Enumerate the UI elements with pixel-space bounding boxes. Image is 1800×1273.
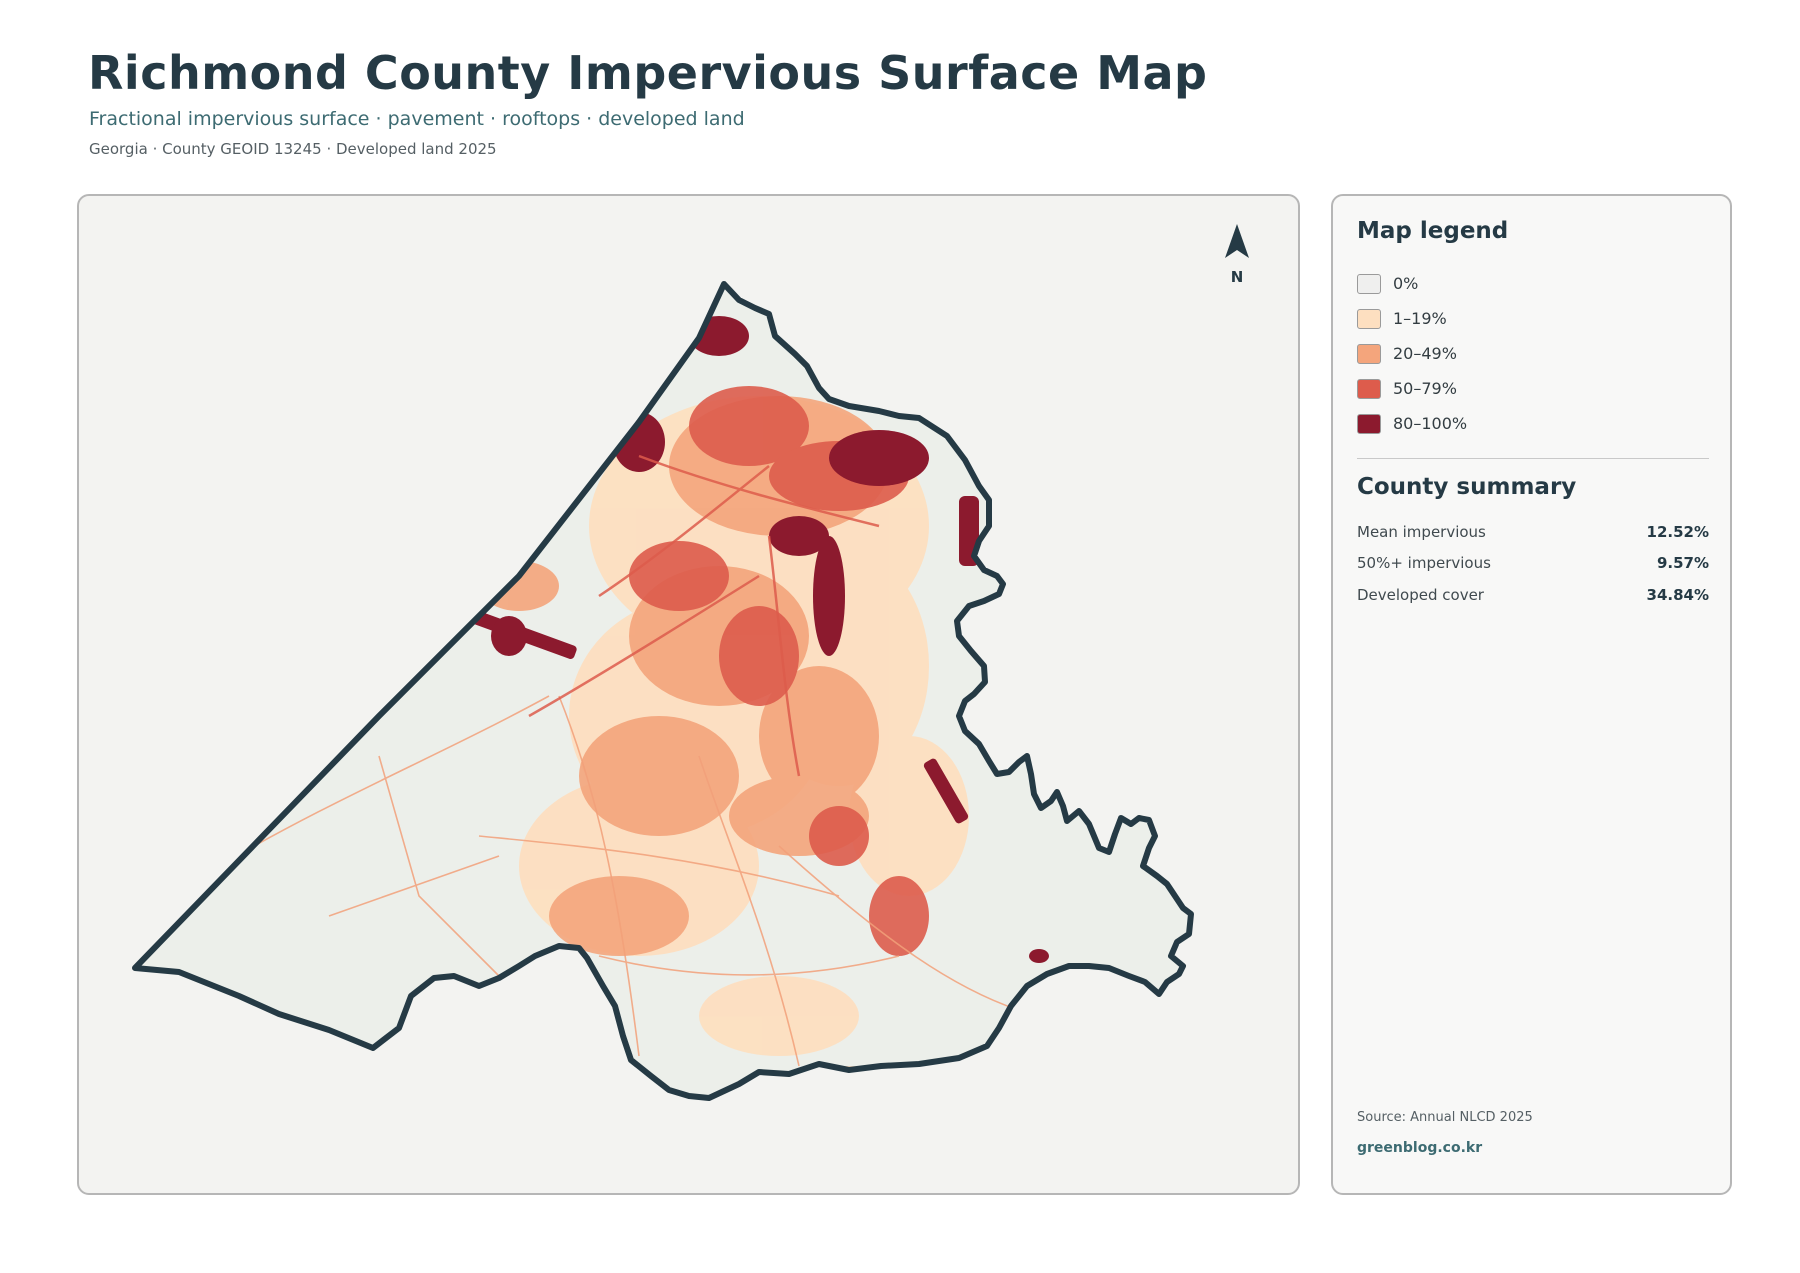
north-arrow: N <box>1222 222 1252 286</box>
map-panel[interactable] <box>77 194 1300 1195</box>
stat-value: 9.57% <box>1656 554 1709 573</box>
legend-swatch <box>1357 273 1381 294</box>
legend-item: 1–19% <box>1357 301 1467 336</box>
legend-label: 1–19% <box>1393 309 1447 328</box>
legend-list: 0% 1–19% 20–49% 50–79% 80–100% <box>1357 266 1467 441</box>
data-source: Source: Annual NLCD 2025 <box>1357 1110 1533 1125</box>
stat-row: 50%+ impervious 9.57% <box>1357 548 1709 580</box>
legend-label: 0% <box>1393 274 1419 293</box>
panel-divider <box>1357 458 1709 459</box>
page-meta: Georgia · County GEOID 13245 · Developed… <box>89 140 497 158</box>
county-boundary <box>132 281 1194 1101</box>
county-map <box>132 281 1194 1101</box>
impervious-layer <box>218 316 1049 1098</box>
summary-stats: Mean impervious 12.52% 50%+ impervious 9… <box>1357 516 1709 611</box>
page-title: Richmond County Impervious Surface Map <box>88 46 1208 100</box>
major-roads <box>528 454 880 777</box>
legend-label: 80–100% <box>1393 414 1468 433</box>
legend-swatch <box>1357 343 1381 364</box>
legend-swatch <box>1357 413 1381 434</box>
stat-row: Developed cover 34.84% <box>1357 579 1709 611</box>
stat-label: Developed cover <box>1357 585 1484 604</box>
legend-item: 80–100% <box>1357 406 1467 441</box>
legend-label: 20–49% <box>1393 344 1457 363</box>
legend-item: 0% <box>1357 266 1467 301</box>
stat-label: 50%+ impervious <box>1357 554 1491 573</box>
legend-item: 20–49% <box>1357 336 1467 371</box>
page-subtitle: Fractional impervious surface · pavement… <box>89 108 745 130</box>
stat-label: Mean impervious <box>1357 522 1486 541</box>
north-arrow-icon <box>1225 224 1249 258</box>
site-link[interactable]: greenblog.co.kr <box>1357 1140 1483 1156</box>
roads <box>218 695 1040 1067</box>
stat-value: 12.52% <box>1646 522 1709 541</box>
legend-swatch <box>1357 378 1381 399</box>
legend-item: 50–79% <box>1357 371 1467 406</box>
north-label: N <box>1230 268 1244 286</box>
summary-title: County summary <box>1357 474 1577 500</box>
stat-value: 34.84% <box>1646 585 1709 604</box>
side-panel: Map legend 0% 1–19% 20–49% 50–79% 80–100… <box>1331 194 1732 1195</box>
stat-row: Mean impervious 12.52% <box>1357 516 1709 548</box>
legend-label: 50–79% <box>1393 379 1457 398</box>
legend-swatch <box>1357 308 1381 329</box>
legend-title: Map legend <box>1357 218 1509 244</box>
